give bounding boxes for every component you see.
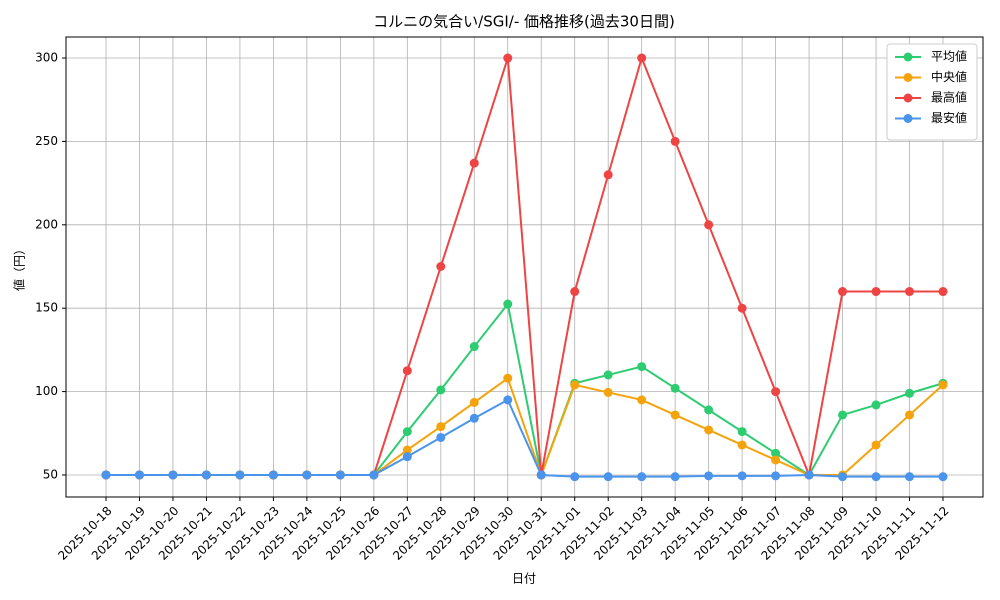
data-point	[670, 410, 680, 420]
data-point	[905, 472, 915, 482]
data-point	[436, 432, 446, 442]
data-point	[402, 445, 412, 455]
legend-marker	[903, 114, 913, 123]
data-point	[603, 370, 613, 380]
data-point	[905, 287, 915, 297]
data-point	[603, 472, 613, 482]
data-point	[704, 220, 714, 230]
data-point	[402, 427, 412, 437]
data-point	[838, 472, 848, 482]
data-point	[871, 440, 881, 450]
y-tick-label: 100	[35, 384, 58, 398]
data-point	[503, 299, 513, 309]
data-point	[938, 287, 948, 297]
data-point	[838, 410, 848, 420]
data-point	[402, 366, 412, 376]
x-axis-label: 日付	[512, 572, 536, 586]
legend-label: 最高値	[931, 90, 967, 105]
y-tick-label: 200	[35, 217, 58, 231]
data-point	[235, 470, 245, 480]
y-tick-label: 50	[43, 467, 58, 481]
data-point	[838, 287, 848, 297]
series-line	[106, 301, 944, 479]
legend-label: 平均値	[931, 49, 967, 64]
data-point	[637, 53, 647, 63]
data-point	[905, 388, 915, 398]
data-point	[335, 470, 345, 480]
data-point	[436, 261, 446, 271]
y-tick-label: 150	[35, 301, 58, 315]
data-point	[168, 470, 178, 480]
data-point	[436, 422, 446, 432]
data-point	[570, 380, 580, 390]
data-point	[503, 53, 513, 63]
data-point	[871, 472, 881, 482]
data-point	[804, 470, 814, 480]
data-point	[637, 362, 647, 372]
data-point	[704, 471, 714, 481]
data-point	[503, 395, 513, 405]
data-point	[771, 455, 781, 465]
data-point	[938, 380, 948, 390]
data-point	[268, 470, 278, 480]
data-point	[871, 400, 881, 410]
data-point	[570, 472, 580, 482]
plot-frame	[65, 36, 984, 498]
data-point	[436, 385, 446, 395]
data-point	[536, 470, 546, 480]
data-point	[503, 373, 513, 383]
legend-marker	[903, 93, 913, 103]
data-point	[670, 136, 680, 146]
data-point	[469, 342, 479, 352]
data-point	[134, 470, 144, 480]
data-point	[905, 410, 915, 420]
data-point	[469, 413, 479, 423]
y-tick-label: 300	[35, 51, 58, 65]
data-point	[670, 472, 680, 482]
data-point	[771, 387, 781, 397]
data-point	[637, 395, 647, 405]
data-point	[704, 425, 714, 435]
data-point	[737, 427, 747, 437]
data-point	[101, 470, 111, 480]
data-point	[737, 440, 747, 450]
series-line	[106, 398, 943, 478]
data-point	[771, 471, 781, 481]
legend-marker	[903, 73, 913, 82]
data-point	[670, 383, 680, 393]
data-point	[737, 471, 747, 481]
legend-marker	[903, 52, 913, 62]
data-point	[469, 397, 479, 407]
chart-title: コルニの気合い/SGI/- 価格推移(過去30日間)	[373, 13, 675, 31]
data-point	[402, 452, 412, 462]
data-point	[469, 158, 479, 168]
data-point	[570, 287, 580, 297]
data-point	[369, 470, 379, 480]
data-point	[871, 287, 881, 297]
data-point	[771, 448, 781, 458]
data-point	[302, 470, 312, 480]
legend-label: 最安値	[931, 110, 967, 125]
data-point	[603, 170, 613, 180]
data-point	[938, 472, 948, 482]
data-point	[637, 472, 647, 482]
y-tick-label: 250	[35, 134, 58, 148]
data-point	[603, 387, 613, 397]
series-line	[106, 54, 943, 479]
data-point	[704, 405, 714, 415]
data-point	[201, 470, 211, 480]
y-axis-label: 値（円）	[12, 243, 27, 291]
legend-label: 中央値	[931, 69, 967, 84]
data-point	[737, 303, 747, 313]
